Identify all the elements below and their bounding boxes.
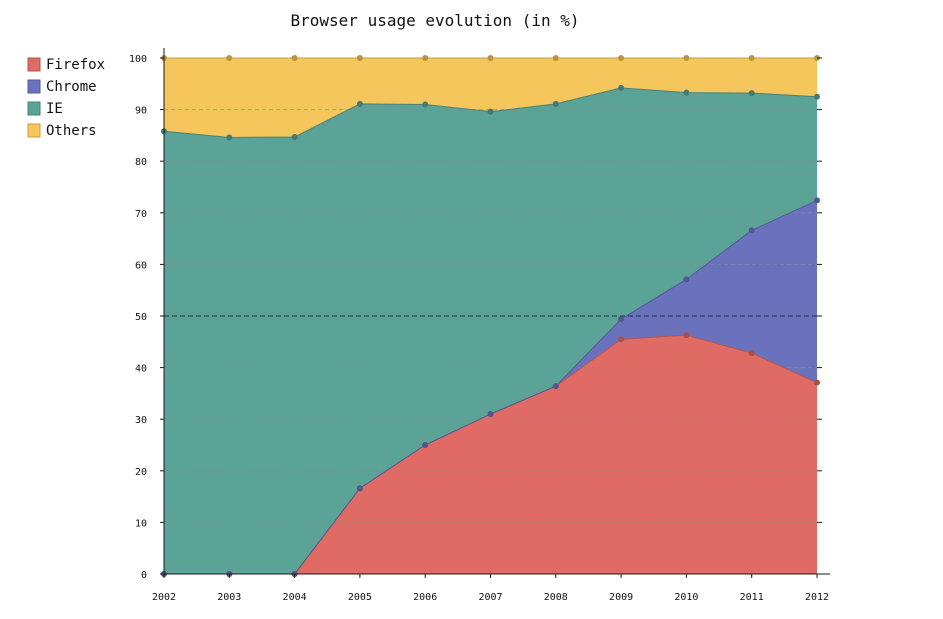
- x-tick-label-2007: 2007: [478, 592, 502, 603]
- y-tick-label-90: 90: [135, 106, 147, 117]
- point-others-2006[interactable]: [422, 55, 429, 61]
- legend-swatch-chrome[interactable]: [27, 79, 41, 94]
- point-others-2007[interactable]: [487, 55, 494, 61]
- point-others-2005[interactable]: [356, 55, 363, 61]
- x-tick-label-2006: 2006: [413, 592, 437, 603]
- legend: Firefox Chrome IE Others: [27, 57, 105, 139]
- y-tick-label-80: 80: [135, 157, 147, 168]
- y-tick-label-50: 50: [135, 312, 147, 323]
- y-tick-label-100: 100: [129, 54, 147, 65]
- area-others: [164, 58, 817, 138]
- point-ie-2009[interactable]: [618, 84, 625, 91]
- x-tick-label-2002: 2002: [152, 592, 176, 603]
- area-ie: [164, 87, 817, 575]
- y-tick-label-20: 20: [135, 467, 147, 478]
- point-ie-2010[interactable]: [683, 89, 690, 96]
- point-others-2011[interactable]: [748, 55, 755, 61]
- point-ie-2007[interactable]: [487, 108, 494, 115]
- y-tick-label-60: 60: [135, 260, 147, 271]
- x-tick-label-2010: 2010: [674, 592, 698, 603]
- point-others-2009[interactable]: [618, 55, 625, 61]
- x-tick-label-2009: 2009: [609, 592, 633, 603]
- point-ie-2008[interactable]: [552, 100, 559, 107]
- area-layers: [164, 58, 817, 575]
- legend-label-firefox[interactable]: Firefox: [46, 57, 105, 73]
- point-ie-2004[interactable]: [291, 133, 298, 140]
- point-others-2003[interactable]: [226, 55, 233, 61]
- point-chrome-2008[interactable]: [552, 383, 559, 390]
- x-tick-label-2012: 2012: [805, 592, 829, 603]
- point-firefox-2012[interactable]: [814, 379, 820, 386]
- x-tick-label-2011: 2011: [740, 592, 764, 603]
- x-tick-label-2004: 2004: [283, 592, 307, 603]
- y-tick-label-10: 10: [135, 518, 147, 529]
- area-firefox: [164, 335, 817, 574]
- point-ie-2011[interactable]: [748, 90, 755, 97]
- legend-label-ie[interactable]: IE: [46, 101, 63, 117]
- legend-swatch-firefox[interactable]: [27, 57, 41, 72]
- x-axis-ticks: 2002 2003 2004 2005 2006 2007 2008 2009 2010 2011…: [152, 574, 829, 603]
- legend-label-chrome[interactable]: Chrome: [46, 79, 97, 95]
- point-others-2004[interactable]: [291, 55, 298, 61]
- legend-label-others[interactable]: Others: [46, 123, 97, 139]
- y-axis-ticks: 0 10 20 30 40 50 60 70 80 90 100: [129, 54, 822, 581]
- point-chrome-2007[interactable]: [487, 411, 494, 418]
- point-chrome-2012[interactable]: [814, 197, 820, 204]
- x-tick-label-2008: 2008: [544, 592, 568, 603]
- data-points: [161, 55, 820, 577]
- point-chrome-2005[interactable]: [356, 485, 363, 492]
- point-others-2010[interactable]: [683, 55, 690, 61]
- point-firefox-2009[interactable]: [618, 336, 625, 343]
- point-ie-2005[interactable]: [356, 100, 363, 107]
- legend-swatch-others[interactable]: [27, 123, 41, 138]
- y-tick-label-70: 70: [135, 209, 147, 220]
- point-firefox-2011[interactable]: [748, 350, 755, 357]
- legend-swatch-ie[interactable]: [27, 101, 41, 116]
- point-chrome-2009[interactable]: [618, 316, 625, 323]
- chart-title: Browser usage evolution (in %): [291, 11, 580, 30]
- y-tick-label-30: 30: [135, 415, 147, 426]
- point-firefox-2010[interactable]: [683, 332, 690, 339]
- x-tick-label-2005: 2005: [348, 592, 372, 603]
- axes: [163, 48, 830, 578]
- point-chrome-2011[interactable]: [748, 227, 755, 234]
- point-chrome-2006[interactable]: [422, 442, 429, 448]
- area-chrome: [164, 200, 817, 575]
- x-tick-label-2003: 2003: [217, 592, 241, 603]
- point-ie-2003[interactable]: [226, 134, 233, 141]
- point-chrome-2010[interactable]: [683, 276, 690, 283]
- y-tick-label-0: 0: [141, 570, 147, 581]
- point-ie-2006[interactable]: [422, 101, 429, 108]
- y-tick-label-40: 40: [135, 364, 147, 375]
- point-others-2008[interactable]: [552, 55, 559, 61]
- point-ie-2012[interactable]: [814, 93, 820, 100]
